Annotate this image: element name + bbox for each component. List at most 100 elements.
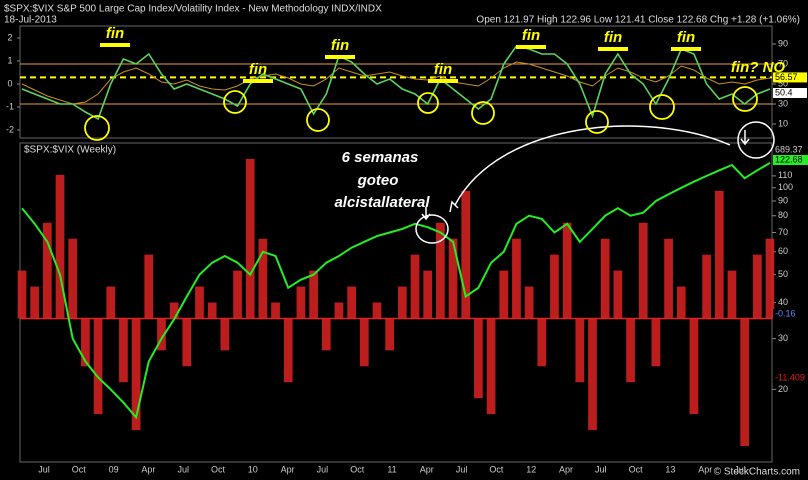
circle (84, 115, 110, 141)
label-box (773, 72, 807, 83)
y-tick-label: 90 (778, 195, 788, 205)
circle (223, 90, 247, 114)
bar (334, 302, 344, 319)
chart-title: $SPX:$VIX S&P 500 Large Cap Index/Volati… (4, 4, 382, 15)
highlight-bar (516, 45, 546, 49)
highlight-bar (671, 47, 701, 51)
x-tick-label: Apr (698, 464, 712, 474)
annotation: fin (249, 61, 267, 78)
bar (410, 254, 420, 319)
bar (30, 286, 40, 319)
bar (702, 254, 711, 319)
label-box (773, 145, 808, 155)
bar (17, 270, 27, 319)
bar (486, 318, 496, 415)
circle (471, 101, 495, 125)
bar (423, 270, 433, 319)
bar (359, 318, 369, 367)
credit: © StockCharts.com (714, 467, 800, 478)
bar (207, 302, 217, 319)
bar (195, 286, 204, 319)
x-tick-label: Jul (38, 464, 50, 474)
date: 18-Jul-2013 (4, 15, 57, 26)
x-tick-label: 11 (387, 464, 396, 474)
x-tick-label: 12 (526, 464, 536, 474)
x-tick-label: Oct (72, 464, 87, 474)
y-tick-label: 80 (778, 210, 788, 220)
bar (42, 222, 52, 319)
x-tick-label: Oct (350, 464, 365, 474)
bar (512, 238, 521, 319)
bar (106, 286, 116, 319)
bar (537, 318, 547, 367)
x-tick-label: Jul (734, 464, 746, 474)
annotation: fin? NO (731, 59, 785, 76)
top-panel (19, 25, 773, 139)
bar (461, 190, 471, 319)
x-tick-label: Oct (489, 464, 504, 474)
bar (157, 318, 166, 351)
last-label: 50.4 (775, 87, 793, 97)
circle (415, 214, 449, 244)
y-tick-label: 1 (7, 55, 12, 65)
bar (372, 302, 382, 319)
circles (84, 86, 758, 141)
y2-tick-label: 70 (778, 58, 788, 68)
circle (732, 86, 758, 112)
x-tick-label: 10 (248, 464, 258, 474)
bar (245, 158, 255, 319)
bar (676, 286, 686, 319)
bar (258, 238, 268, 319)
bar (131, 318, 141, 431)
bar (93, 318, 103, 415)
y2-tick-label: 90 (778, 38, 788, 48)
circle (737, 121, 775, 159)
bar (562, 222, 572, 319)
bar (524, 286, 534, 319)
plot-layer: 210-1-2907050301056.5750.4finfinfinfinfi… (6, 25, 808, 474)
x-tick-label: Apr (281, 464, 295, 474)
highlight-bar (243, 79, 273, 83)
x-tick-label: Jul (595, 464, 607, 474)
annotation: fin (677, 29, 695, 46)
label-box (773, 88, 807, 98)
annotation: goteo (357, 172, 399, 189)
bar (283, 318, 293, 383)
bar (752, 254, 762, 319)
annotation: alcistallateral (334, 194, 430, 211)
x-tick-label: Jul (456, 464, 468, 474)
bar (220, 318, 230, 351)
y2-tick-label: 30 (778, 98, 788, 108)
bar (499, 270, 509, 319)
right-label: 122.68 (775, 154, 803, 164)
x-tick-label: Oct (629, 464, 644, 474)
annotation: 6 semanas (342, 149, 419, 166)
arrow (454, 125, 731, 206)
bar (448, 238, 458, 319)
bar (385, 318, 395, 351)
highlight-bar (428, 79, 458, 83)
y2-tick-label: 50 (778, 78, 788, 88)
bar (296, 286, 306, 319)
x-tick-label: 09 (109, 464, 119, 474)
circle (306, 108, 330, 132)
y-tick-label: -2 (6, 124, 14, 134)
x-tick-label: Apr (559, 464, 573, 474)
label-box (773, 309, 808, 319)
series-line (21, 61, 771, 105)
annotation: fin (522, 27, 540, 44)
bar (397, 286, 407, 319)
bar (765, 238, 775, 319)
right-label: -11.409 (775, 372, 805, 382)
x-tick-label: Apr (141, 464, 155, 474)
y2-tick-label: 10 (778, 118, 788, 128)
label-box (773, 373, 808, 383)
x-tick-label: Jul (177, 464, 189, 474)
annotation: fin (434, 61, 452, 78)
bar (689, 318, 699, 415)
bar (436, 222, 445, 319)
bar (144, 254, 154, 319)
annotation: fin (106, 25, 124, 42)
bar (321, 318, 331, 351)
bar (575, 318, 585, 383)
